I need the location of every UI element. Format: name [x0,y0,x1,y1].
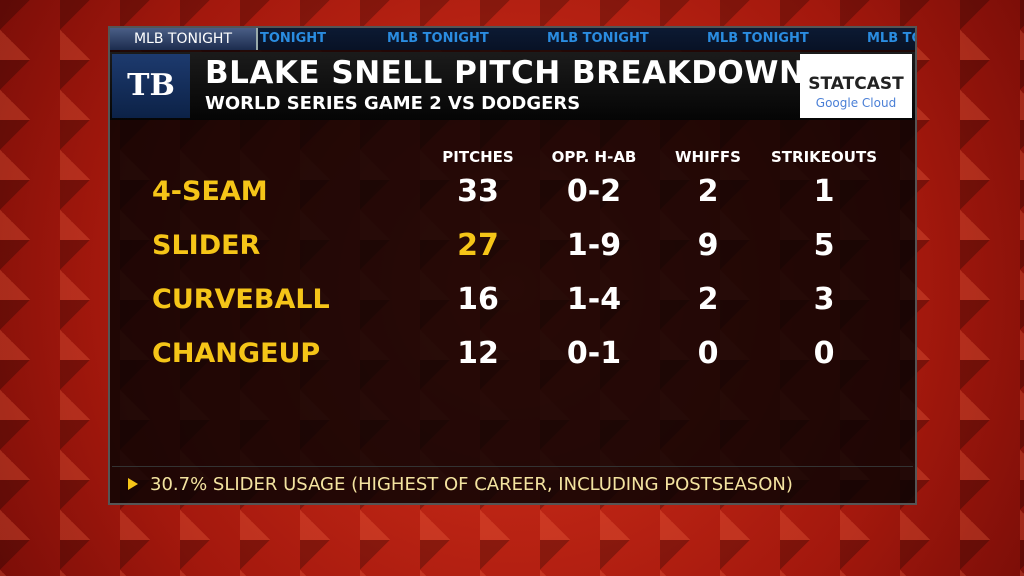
ticker-item: MLB TONIGHT [707,31,809,46]
column-header: PITCHES [442,148,514,166]
stat-cell: 0-1 [566,336,622,371]
ticker-item: MLB TONIGHT [547,31,649,46]
stat-cell: 5 [813,228,835,263]
sponsor: STATCAST Google Cloud [800,54,912,118]
stat-cell: 16 [457,282,499,317]
pitch-type: 4-SEAM [152,176,268,207]
stat-cell: 9 [697,228,719,263]
column-header: OPP. H-AB [551,148,637,166]
team-logo: TB [112,54,190,118]
stat-cell: 2 [697,282,719,317]
stat-cell: 0-2 [566,174,622,209]
stat-cell: 0 [697,336,719,371]
ticker-label: MLB TONIGHT [110,28,258,50]
separator [112,466,913,467]
stat-cell: 27 [457,228,499,263]
pitch-type: SLIDER [152,230,261,261]
subtitle: WORLD SERIES GAME 2 VS DODGERS [205,93,581,114]
stat-cell: 3 [813,282,835,317]
note: 30.7% SLIDER USAGE (HIGHEST OF CAREER, I… [150,474,793,495]
stat-cell: 1-9 [566,228,622,263]
stat-cell: 1-4 [566,282,622,317]
title: BLAKE SNELL PITCH BREAKDOWN [205,55,806,91]
stat-cell: 0 [813,336,835,371]
column-header: WHIFFS [675,148,741,166]
column-header: STRIKEOUTS [770,148,878,166]
stat-cell: 33 [457,174,499,209]
pitch-type: CURVEBALL [152,284,330,315]
note-arrow [128,478,138,490]
sponsor-name: STATCAST [808,74,904,94]
ticker-item: TONIGHT [260,31,327,46]
ticker-item: MLB TO [867,31,915,46]
pitch-type: CHANGEUP [152,338,321,369]
sponsor-partner: Google Cloud [815,96,897,110]
ticker: MLB TONIGHT TONIGHT MLB TONIGHT MLB TONIGH… [110,28,915,50]
ticker-item: MLB TONIGHT [387,31,489,46]
stat-cell: 2 [697,174,719,209]
stat-cell: 1 [813,174,835,209]
stat-cell: 12 [457,336,499,371]
header [110,52,915,120]
